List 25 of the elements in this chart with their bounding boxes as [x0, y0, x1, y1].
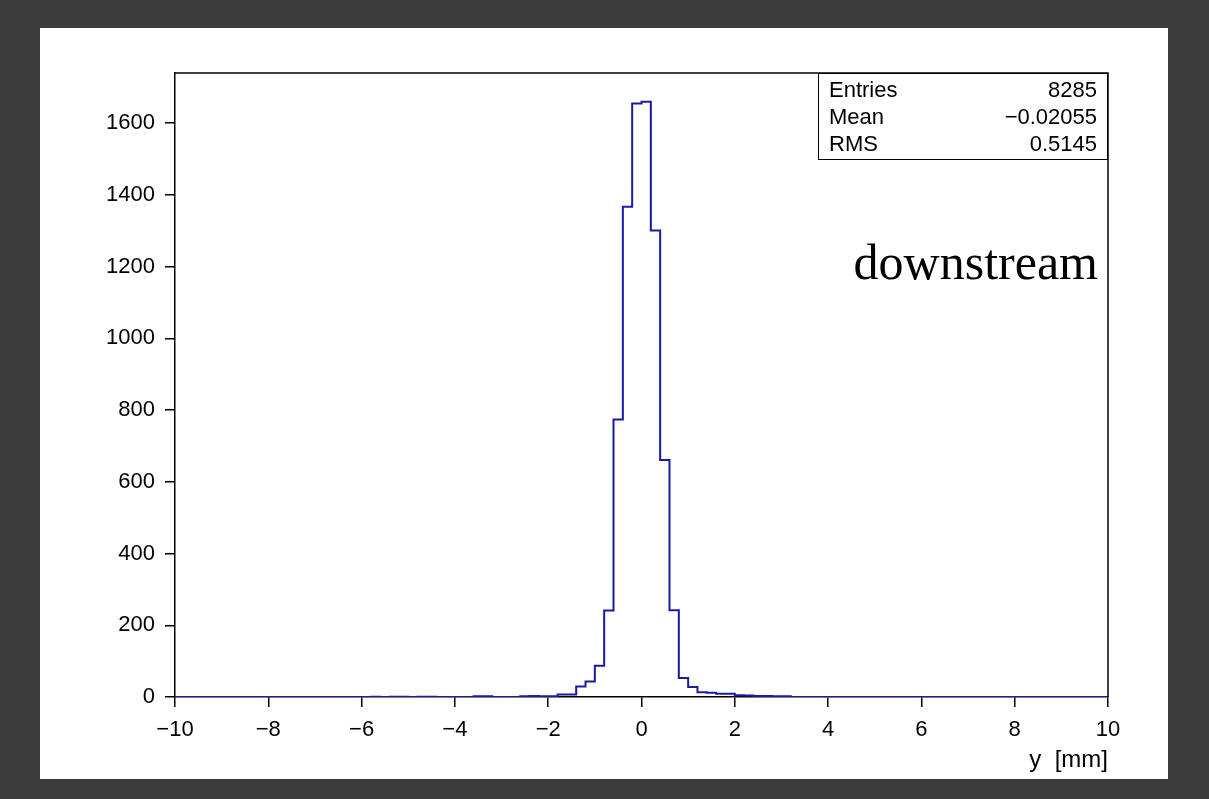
y-tick-label: 600: [118, 467, 155, 493]
y-tick-label: 1200: [106, 252, 155, 278]
x-tick-label: 2: [728, 716, 741, 742]
y-tick-label: 0: [142, 683, 155, 709]
x-tick-label: −8: [255, 716, 281, 742]
x-tick-label: 10: [1095, 716, 1121, 742]
text: Entries 8285: [829, 77, 1097, 102]
x-tick-label: −6: [349, 716, 375, 742]
y-tick-label: 1600: [106, 109, 155, 135]
annotation: downstream: [853, 233, 1098, 291]
y-tick-label: 1400: [106, 180, 155, 206]
text: RMS 0.5145: [829, 131, 1097, 156]
x-tick-label: 0: [635, 716, 648, 742]
x-tick-label: 6: [915, 716, 928, 742]
text: Mean −0.02055: [829, 104, 1097, 129]
y-tick-label: 800: [118, 396, 155, 422]
x-tick-label: −4: [442, 716, 468, 742]
x-tick-label: −2: [535, 716, 561, 742]
x-axis-title: y [mm]: [1029, 745, 1108, 773]
x-tick-label: 4: [821, 716, 835, 742]
y-tick-label: 1000: [106, 324, 155, 350]
x-tick-label: 8: [1008, 716, 1021, 742]
y-tick-label: 400: [118, 539, 155, 565]
x-tick-label: −10: [156, 716, 194, 742]
y-tick-label: 200: [118, 611, 155, 637]
